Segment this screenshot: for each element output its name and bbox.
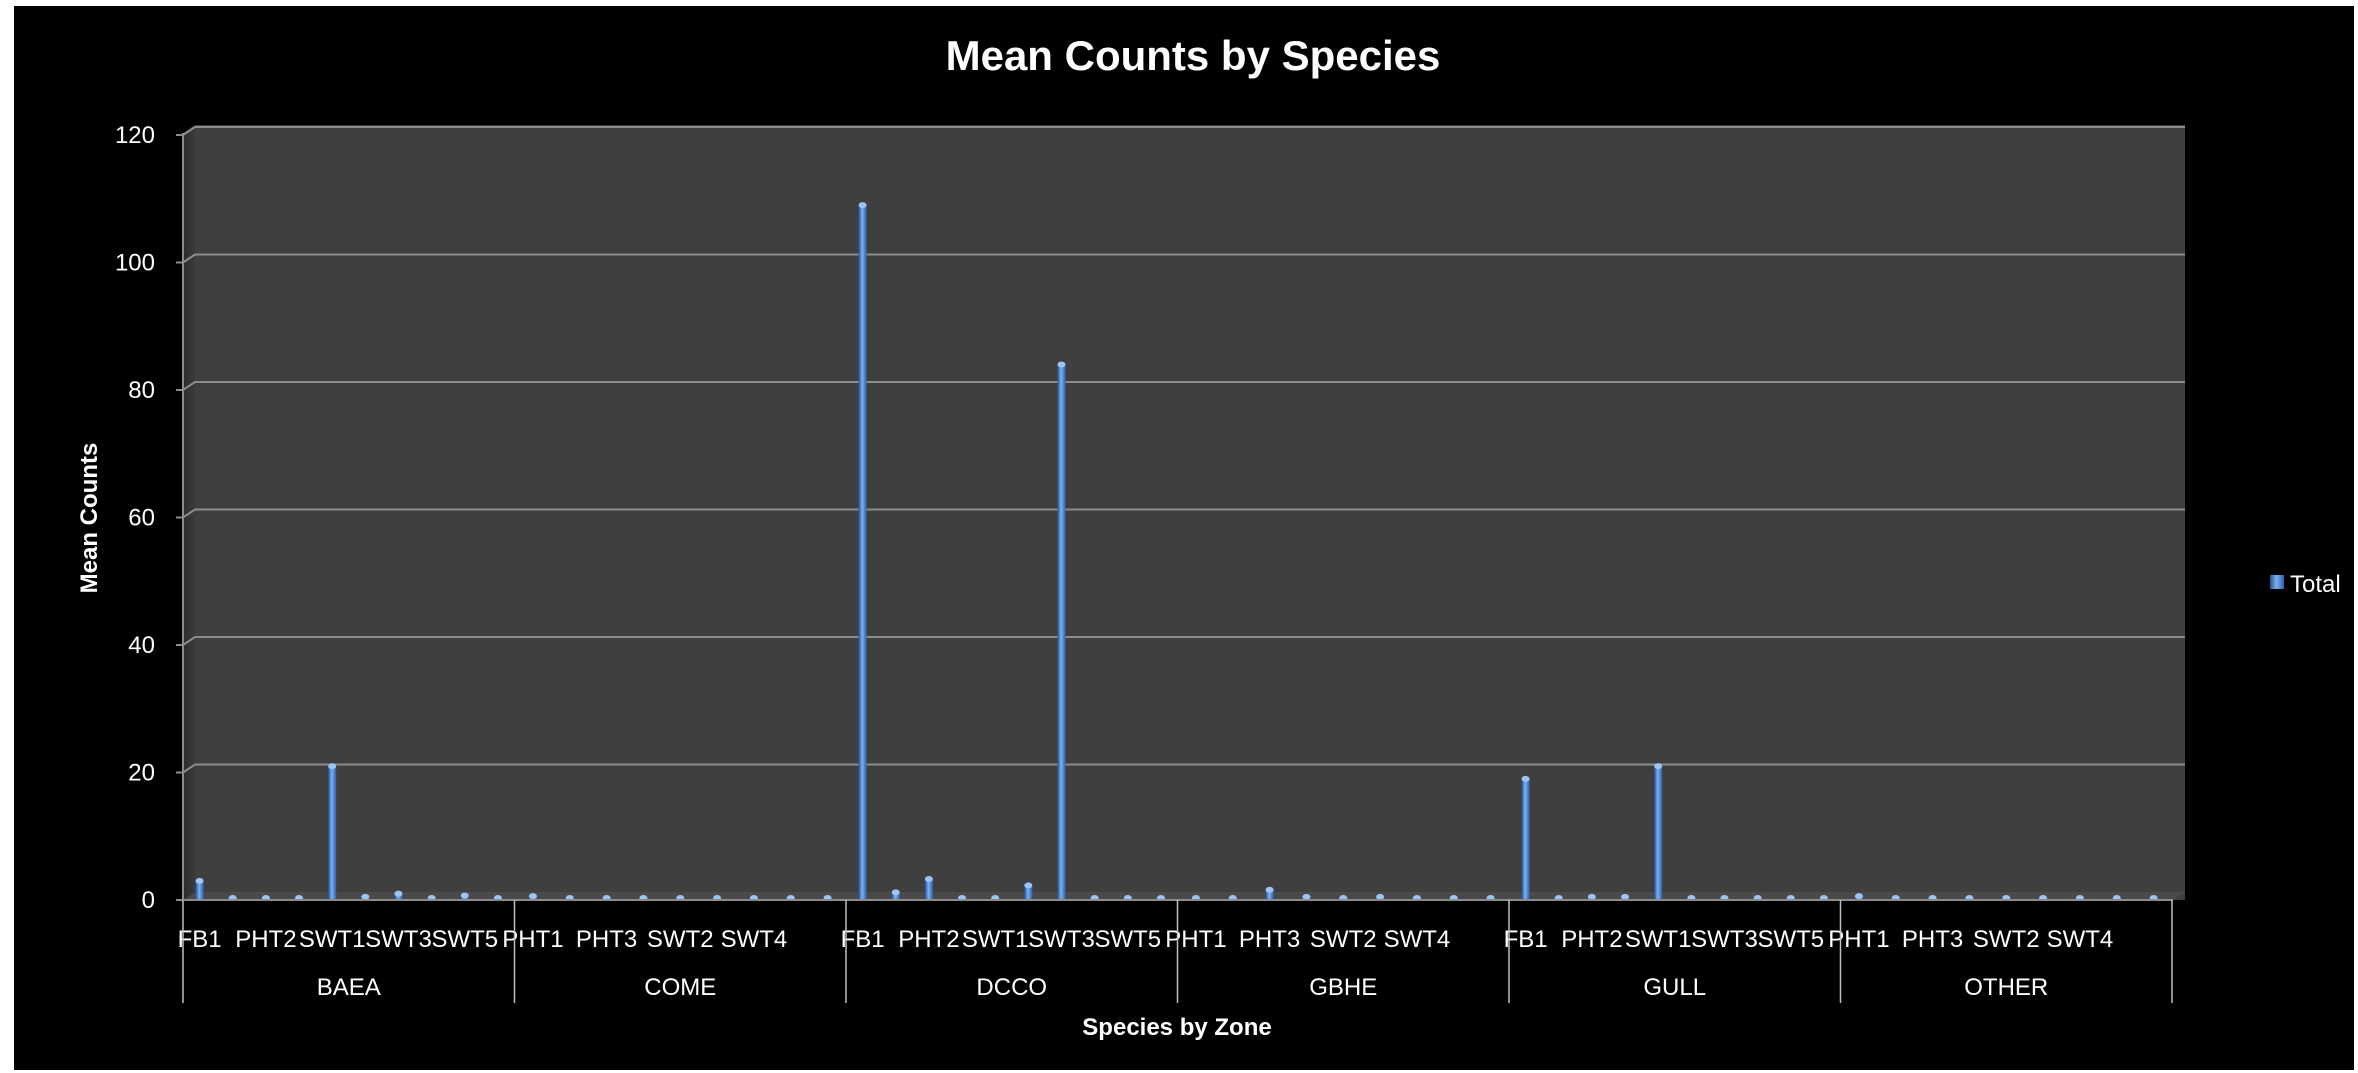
- bar: [195, 880, 204, 900]
- x-category-label: SWT2: [647, 926, 714, 953]
- bar-cap: [1302, 893, 1311, 900]
- x-category-label: SWT4: [1384, 926, 1451, 953]
- bar-cap: [1621, 893, 1630, 900]
- bar-cap: [528, 893, 537, 900]
- bar-cap: [394, 890, 403, 897]
- x-category-label: SWT4: [721, 926, 788, 953]
- plot-back-wall: [195, 125, 2185, 900]
- chart-title: Mean Counts by Species: [946, 32, 1441, 79]
- x-category-label: FB1: [1504, 926, 1548, 953]
- bar-cap: [858, 202, 867, 209]
- gridline: [182, 763, 2185, 774]
- x-group-label: BAEA: [317, 974, 381, 1001]
- bar: [1024, 885, 1033, 900]
- legend: Total: [2270, 571, 2341, 598]
- y-tick-label: 80: [128, 377, 155, 404]
- x-category-label: SWT4: [2047, 926, 2114, 953]
- y-axis: 0 20 40 60 80 100 120: [115, 122, 184, 914]
- bar-cap: [1654, 763, 1663, 770]
- x-category-label: PHT2: [898, 926, 959, 953]
- x-category-label: PHT2: [1561, 926, 1622, 953]
- bar-cap: [195, 877, 204, 884]
- x-category-label: PHT3: [1902, 926, 1963, 953]
- x-category-label: PHT1: [502, 926, 563, 953]
- x-category-label: PHT1: [1165, 926, 1226, 953]
- x-axis-title: Species by Zone: [1082, 1014, 1271, 1041]
- y-axis-title: Mean Counts: [76, 443, 103, 594]
- x-category-label: SWT1: [299, 926, 366, 953]
- x-category-label: SWT5: [1757, 926, 1824, 953]
- x-category-label: SWT2: [1310, 926, 1377, 953]
- bar-cap: [1265, 886, 1274, 893]
- x-category-label: PHT3: [576, 926, 637, 953]
- y-tick-label: 120: [115, 122, 155, 149]
- x-group-label: COME: [644, 974, 716, 1001]
- x-category-label: SWT3: [365, 926, 432, 953]
- y-tick-label: 0: [142, 887, 155, 914]
- bar: [1521, 778, 1530, 900]
- bar-cap: [1587, 893, 1596, 900]
- bar-cap: [1854, 893, 1863, 900]
- legend-swatch: [2270, 575, 2284, 589]
- gridline: [182, 253, 2185, 264]
- bar-cap: [1057, 361, 1066, 368]
- x-category-label: PHT3: [1239, 926, 1300, 953]
- x-group-label: OTHER: [1964, 974, 2048, 1001]
- x-group-label: GULL: [1643, 974, 1706, 1001]
- x-category-label: SWT1: [962, 926, 1029, 953]
- legend-label-total: Total: [2290, 571, 2341, 598]
- bars: [195, 202, 2158, 901]
- bar-cap: [460, 892, 469, 899]
- x-category-label: SWT1: [1625, 926, 1692, 953]
- plot-area: [183, 125, 2185, 900]
- x-category-label: FB1: [178, 926, 222, 953]
- x-group-label: GBHE: [1309, 974, 1377, 1001]
- bar-cap: [1521, 775, 1530, 782]
- x-category-label: SWT5: [431, 926, 498, 953]
- y-tick-label: 100: [115, 250, 155, 277]
- bar: [858, 205, 867, 900]
- bar: [328, 766, 337, 900]
- y-tick-label: 20: [128, 760, 155, 787]
- x-category-label: PHT2: [235, 926, 296, 953]
- gridlines: [182, 126, 2185, 774]
- bar-cap: [924, 875, 933, 882]
- y-tick-label: 40: [128, 632, 155, 659]
- bar-cap: [361, 893, 370, 900]
- x-category-label: SWT3: [1691, 926, 1758, 953]
- bar-cap: [328, 763, 337, 770]
- gridline: [182, 508, 2185, 519]
- x-category-label: SWT2: [1973, 926, 2040, 953]
- gridline: [182, 126, 2185, 136]
- x-category-label: SWT5: [1094, 926, 1161, 953]
- y-tick-label: 60: [128, 505, 155, 532]
- plot-floor: [183, 892, 2185, 900]
- x-category-label: SWT3: [1028, 926, 1095, 953]
- gridline: [182, 381, 2185, 391]
- x-group-label: DCCO: [976, 974, 1047, 1001]
- bar-cap: [1376, 893, 1385, 900]
- bar: [924, 878, 933, 900]
- x-category-label: FB1: [841, 926, 885, 953]
- bar-cap: [891, 889, 900, 896]
- x-category-label: PHT1: [1828, 926, 1889, 953]
- bar: [1654, 766, 1663, 900]
- bar-cap: [1024, 882, 1033, 889]
- gridline: [182, 636, 2185, 646]
- bar: [1057, 364, 1066, 900]
